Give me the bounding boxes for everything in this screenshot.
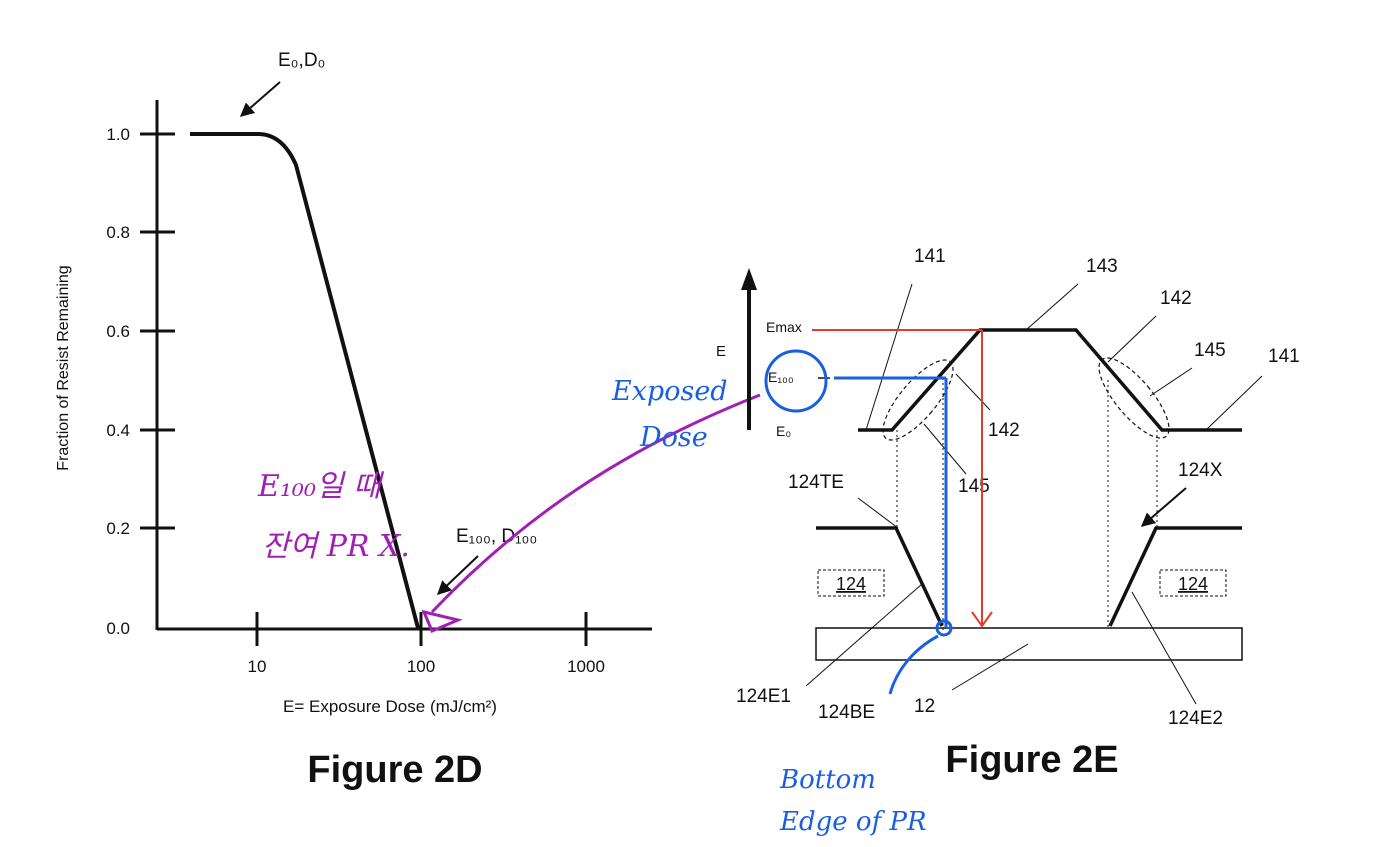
label-e0-d0: E₀,D₀ (278, 50, 325, 71)
purple-marker-triangle (421, 609, 463, 633)
ref-124e2: 124E2 (1168, 708, 1223, 729)
y-tick-label-0-0: 0.0 (106, 619, 130, 638)
ref-141-right: 141 (1268, 346, 1300, 367)
x-tick-label-10: 10 (248, 657, 267, 676)
leader-145-right (1149, 367, 1193, 397)
resist-contrast-curve (190, 132, 420, 629)
leader-12 (951, 643, 1029, 691)
blue-e100-circle (764, 349, 828, 413)
leader-141-right (1205, 375, 1263, 431)
ref-142-top: 142 (1160, 288, 1192, 309)
ref-143: 143 (1086, 256, 1118, 277)
arrow-e100 (436, 555, 479, 595)
blue-bottom-edge-marker (935, 619, 953, 637)
blue-note-bottom: Bottom (779, 765, 876, 795)
red-arrowhead (971, 611, 993, 628)
x-tick-label-100: 100 (407, 657, 435, 676)
leader-124e1 (805, 583, 923, 687)
arrow-e0 (239, 81, 281, 117)
blue-note-dose: Dose (639, 422, 708, 453)
edge-zone-ellipse-left (882, 359, 954, 441)
energy-axis-arrowhead (741, 268, 757, 290)
energy-axis-label: E (716, 343, 726, 360)
substrate-layer (815, 627, 1243, 661)
leader-142-top (1107, 315, 1157, 363)
purple-note-line-1: E₁₀₀일 때 (257, 469, 385, 504)
figure-2d: 1.0 0.8 0.6 0.4 0.2 0.0 10 100 1000 Frac… (55, 50, 652, 791)
level-e0-label: E₀ (776, 423, 791, 439)
y-tick-label-0-6: 0.6 (106, 322, 130, 341)
resist-profile-right (1108, 526, 1242, 627)
y-tick-label-1-0: 1.0 (106, 125, 130, 144)
y-tick-marks (140, 132, 175, 530)
y-tick-label-0-8: 0.8 (106, 223, 130, 242)
purple-note-line-2: 잔여 PR X. (262, 529, 410, 564)
figure-2e: E Emax E₁₀₀ E₀ 124 124 141 143 (611, 246, 1300, 837)
leader-124te (857, 497, 899, 529)
energy-profile-curve (858, 328, 1242, 432)
blue-note-edge-of-pr: Edge of PR (779, 807, 927, 837)
leader-124e2 (1131, 591, 1197, 705)
leader-141-left (865, 283, 913, 431)
resist-label-left: 124 (836, 574, 866, 594)
resist-label-right: 124 (1178, 574, 1208, 594)
ref-145-right: 145 (1194, 340, 1226, 361)
blue-note-exposed: Exposed (611, 376, 728, 407)
resist-box-right (1159, 569, 1227, 597)
ref-141-left: 141 (914, 246, 946, 267)
ref-142-mid: 142 (988, 420, 1020, 441)
figure-2e-caption: Figure 2E (945, 739, 1118, 781)
ref-124e1: 124E1 (736, 686, 791, 707)
arrow-124x (1140, 487, 1187, 527)
y-tick-label-0-4: 0.4 (106, 421, 130, 440)
ref-145-mid: 145 (958, 476, 990, 497)
blue-pointer-stroke (888, 634, 939, 695)
resist-profile-left (816, 526, 944, 627)
ref-12: 12 (914, 696, 935, 717)
ref-124te: 124TE (788, 472, 844, 493)
level-e100-label: E₁₀₀ (768, 369, 794, 385)
level-emax-label: Emax (766, 319, 802, 335)
x-tick-marks (255, 612, 588, 646)
ref-124be: 124BE (818, 702, 875, 723)
y-axis-title: Fraction of Resist Remaining (55, 265, 72, 470)
y-tick-label-0-2: 0.2 (106, 519, 130, 538)
leader-142-mid (955, 373, 991, 411)
edge-zone-ellipse-right (1098, 357, 1170, 439)
figure-2d-caption: Figure 2D (307, 749, 482, 791)
x-tick-label-1000: 1000 (567, 657, 605, 676)
label-e100-d100: E₁₀₀, D₁₀₀ (456, 526, 537, 547)
leader-143 (1025, 283, 1079, 331)
purple-link-arrow (430, 393, 761, 614)
x-axis-title: E= Exposure Dose (mJ/cm²) (283, 697, 497, 716)
resist-box-left (817, 569, 885, 597)
ref-124x: 124X (1178, 460, 1223, 481)
projection-lines (896, 378, 1158, 630)
